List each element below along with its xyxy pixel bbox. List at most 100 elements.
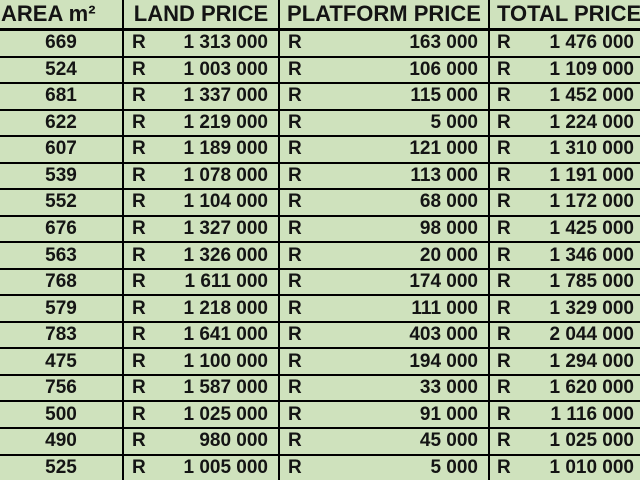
area-value: 539 (45, 164, 77, 186)
table-row: 756 R 1 587 000 R 33 000 R 1 620 000 (0, 375, 640, 403)
total-price-cell[interactable]: R 1 476 000 (490, 31, 640, 56)
total-price-value: 2 044 000 (549, 324, 634, 346)
land-price-cell[interactable]: R 1 641 000 (124, 322, 280, 348)
total-price-cell[interactable]: R 1 425 000 (490, 217, 640, 242)
total-price-cell[interactable]: R 1 785 000 (490, 270, 640, 295)
area-value: 676 (45, 217, 77, 239)
land-price-value: 1 587 000 (183, 377, 268, 399)
total-price-cell[interactable]: R 1 452 000 (490, 84, 640, 109)
land-price-cell[interactable]: R 1 100 000 (124, 349, 280, 374)
platform-price-cell[interactable]: R 163 000 (280, 31, 490, 56)
currency-symbol: R (132, 244, 146, 266)
total-price-cell[interactable]: R 1 310 000 (490, 137, 640, 162)
platform-price-cell[interactable]: R 111 000 (280, 296, 490, 321)
total-price-cell[interactable]: R 2 044 000 (490, 323, 640, 348)
platform-price-value: 174 000 (409, 271, 478, 293)
column-header-land-price[interactable]: LAND PRICE (124, 0, 280, 28)
total-price-cell[interactable]: R 1 172 000 (490, 190, 640, 215)
land-price-cell[interactable]: R 1 189 000 (124, 137, 280, 162)
area-cell[interactable]: 681 (0, 84, 124, 109)
column-header-area[interactable]: AREA m² (0, 0, 124, 28)
currency-symbol: R (288, 377, 302, 399)
land-price-cell[interactable]: R 980 000 (124, 428, 280, 454)
total-price-value: 1 224 000 (549, 111, 634, 133)
total-price-cell[interactable]: R 1 025 000 (490, 429, 640, 454)
total-price-value: 1 452 000 (549, 85, 634, 107)
table-body: 669 R 1 313 000 R 163 000 R 1 476 000 52… (0, 31, 640, 480)
platform-price-value: 111 000 (411, 297, 478, 319)
land-price-value: 1 100 000 (183, 350, 268, 372)
total-price-cell[interactable]: R 1 620 000 (490, 376, 640, 401)
area-cell[interactable]: 669 (0, 31, 124, 56)
platform-price-cell[interactable]: R 106 000 (280, 57, 490, 83)
currency-symbol: R (497, 430, 511, 452)
land-price-cell[interactable]: R 1 078 000 (124, 163, 280, 189)
currency-symbol: R (497, 244, 511, 266)
total-price-cell[interactable]: R 1 294 000 (490, 349, 640, 374)
platform-price-cell[interactable]: R 121 000 (280, 137, 490, 162)
platform-price-cell[interactable]: R 68 000 (280, 190, 490, 215)
platform-price-cell[interactable]: R 174 000 (280, 269, 490, 295)
column-header-platform-price[interactable]: PLATFORM PRICE (280, 0, 490, 28)
land-price-cell[interactable]: R 1 327 000 (124, 216, 280, 242)
land-price-cell[interactable]: R 1 611 000 (124, 269, 280, 295)
platform-price-cell[interactable]: R 194 000 (280, 349, 490, 374)
platform-price-cell[interactable]: R 33 000 (280, 375, 490, 401)
area-cell[interactable]: 490 (0, 428, 124, 454)
land-price-cell[interactable]: R 1 337 000 (124, 84, 280, 109)
platform-price-cell[interactable]: R 5 000 (280, 110, 490, 136)
platform-price-cell[interactable]: R 115 000 (280, 84, 490, 109)
area-cell[interactable]: 563 (0, 243, 124, 268)
area-cell[interactable]: 524 (0, 57, 124, 83)
area-cell[interactable]: 552 (0, 190, 124, 215)
land-price-cell[interactable]: R 1 005 000 (124, 455, 280, 480)
currency-symbol: R (497, 403, 511, 425)
currency-symbol: R (497, 456, 511, 478)
platform-price-cell[interactable]: R 20 000 (280, 243, 490, 268)
land-price-cell[interactable]: R 1 025 000 (124, 402, 280, 427)
land-price-cell[interactable]: R 1 313 000 (124, 31, 280, 56)
total-price-cell[interactable]: R 1 224 000 (490, 111, 640, 136)
platform-price-cell[interactable]: R 5 000 (280, 455, 490, 480)
land-price-value: 1 219 000 (183, 111, 268, 133)
total-price-cell[interactable]: R 1 191 000 (490, 164, 640, 189)
land-price-cell[interactable]: R 1 587 000 (124, 375, 280, 401)
currency-symbol: R (497, 297, 511, 319)
area-cell[interactable]: 622 (0, 110, 124, 136)
total-price-cell[interactable]: R 1 346 000 (490, 243, 640, 268)
platform-price-cell[interactable]: R 113 000 (280, 163, 490, 189)
area-value: 622 (45, 111, 77, 133)
land-price-cell[interactable]: R 1 219 000 (124, 110, 280, 136)
area-cell[interactable]: 475 (0, 349, 124, 374)
area-cell[interactable]: 539 (0, 163, 124, 189)
total-price-cell[interactable]: R 1 116 000 (490, 402, 640, 427)
platform-price-cell[interactable]: R 403 000 (280, 322, 490, 348)
column-header-total-price[interactable]: TOTAL PRICE (497, 1, 640, 26)
land-price-cell[interactable]: R 1 003 000 (124, 57, 280, 83)
total-price-cell[interactable]: R 1 329 000 (490, 296, 640, 321)
total-price-value: 1 191 000 (549, 164, 634, 186)
area-cell[interactable]: 525 (0, 455, 124, 480)
currency-symbol: R (132, 111, 146, 133)
total-price-cell[interactable]: R 1 010 000 (490, 456, 640, 480)
land-price-cell[interactable]: R 1 104 000 (124, 190, 280, 215)
table-row: 490 R 980 000 R 45 000 R 1 025 000 (0, 428, 640, 456)
platform-price-cell[interactable]: R 91 000 (280, 402, 490, 427)
area-cell[interactable]: 676 (0, 216, 124, 242)
land-price-cell[interactable]: R 1 326 000 (124, 243, 280, 268)
platform-price-cell[interactable]: R 45 000 (280, 428, 490, 454)
total-price-cell[interactable]: R 1 109 000 (490, 58, 640, 83)
area-cell[interactable]: 579 (0, 296, 124, 321)
platform-price-cell[interactable]: R 98 000 (280, 216, 490, 242)
land-price-value: 1 025 000 (183, 403, 268, 425)
area-cell[interactable]: 768 (0, 269, 124, 295)
platform-price-value: 121 000 (409, 138, 478, 160)
platform-price-value: 115 000 (410, 85, 478, 107)
area-cell[interactable]: 756 (0, 375, 124, 401)
area-cell[interactable]: 500 (0, 402, 124, 427)
area-cell[interactable]: 607 (0, 137, 124, 162)
currency-symbol: R (132, 164, 146, 186)
platform-price-value: 106 000 (409, 58, 478, 80)
area-cell[interactable]: 783 (0, 322, 124, 348)
land-price-cell[interactable]: R 1 218 000 (124, 296, 280, 321)
